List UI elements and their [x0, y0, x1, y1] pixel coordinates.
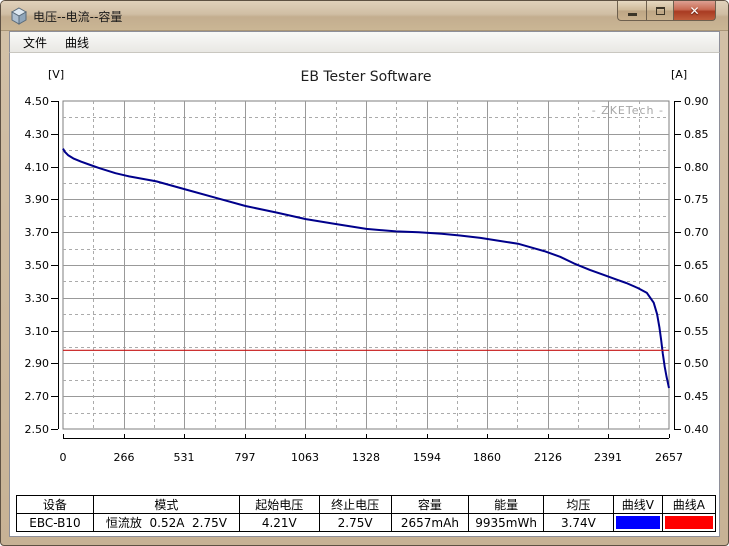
table-header-row: 设备 模式 起始电压 终止电压 容量 能量 均压 曲线V 曲线A	[16, 495, 717, 514]
end-voltage-value: 2.75V	[318, 513, 392, 532]
voltage-curve	[62, 148, 670, 389]
current-curve-color-swatch	[664, 516, 713, 529]
x-tick-label: 1328	[352, 451, 380, 464]
curve-v-swatch-cell	[612, 513, 663, 532]
menu-file[interactable]: 文件	[23, 35, 48, 50]
y-right-tick-label: 0.75	[684, 193, 709, 206]
x-tick-label: 2657	[655, 451, 683, 464]
maximize-icon	[655, 6, 665, 15]
result-table: 设备 模式 起始电压 终止电压 容量 能量 均压 曲线V 曲线A EBC-B10…	[16, 495, 717, 532]
y-left-tick-label: 3.30	[25, 292, 50, 305]
y-left-tick-label: 2.90	[25, 357, 50, 370]
header-avg-voltage: 均压	[542, 495, 614, 514]
y-left-tick-label: 3.50	[25, 259, 50, 272]
curve-a-swatch-cell	[661, 513, 717, 532]
header-device: 设备	[16, 495, 94, 514]
client-area: EB Tester Software [V] [A] - ZKETech - 4…	[9, 53, 720, 537]
header-start-voltage: 起始电压	[238, 495, 320, 514]
close-icon: ✕	[689, 3, 700, 18]
close-button[interactable]: ✕	[674, 1, 716, 21]
menu-curve[interactable]: 曲线	[65, 35, 90, 50]
y-right-tick-label: 0.60	[684, 292, 709, 305]
header-mode: 模式	[92, 495, 240, 514]
y-right-tick-label: 0.85	[684, 128, 709, 141]
y-left-tick-label: 4.50	[25, 95, 50, 108]
header-curve-a: 曲线A	[661, 495, 717, 514]
y-right-tick-label: 0.80	[684, 161, 709, 174]
x-tick-label: 0	[60, 451, 67, 464]
y-left-tick-label: 3.90	[25, 193, 50, 206]
x-tick-label: 1860	[473, 451, 501, 464]
header-end-voltage: 终止电压	[318, 495, 392, 514]
x-tick-label: 797	[235, 451, 256, 464]
window-title: 电压--电流--容量	[33, 10, 123, 24]
x-tick-label: 1063	[291, 451, 319, 464]
cube-app-icon	[10, 7, 28, 25]
minimize-icon	[627, 13, 637, 16]
window-controls: ✕	[617, 1, 716, 21]
y-left-tick-label: 2.70	[25, 390, 50, 403]
x-tick-label: 2391	[594, 451, 622, 464]
header-energy: 能量	[468, 495, 544, 514]
voltage-curve-color-swatch	[615, 516, 660, 529]
capacity-value: 2657mAh	[390, 513, 470, 532]
y-right-tick-label: 0.65	[684, 259, 709, 272]
y-left-tick-label: 4.10	[25, 161, 50, 174]
y-left-tick-label: 3.10	[25, 325, 50, 338]
header-curve-v: 曲线V	[612, 495, 663, 514]
header-capacity: 容量	[390, 495, 470, 514]
avg-voltage-value: 3.74V	[542, 513, 614, 532]
maximize-button[interactable]	[646, 1, 674, 21]
menu-bar: 文件 曲线	[9, 31, 720, 53]
energy-value: 9935mWh	[468, 513, 544, 532]
chart-title: EB Tester Software	[300, 69, 432, 85]
y-right-tick-label: 0.45	[684, 390, 709, 403]
y-right-tick-label: 0.50	[684, 357, 709, 370]
chart: EB Tester Software [V] [A] - ZKETech - 4…	[10, 53, 719, 473]
x-tick-label: 266	[114, 451, 135, 464]
right-axis-unit-label: [A]	[671, 68, 688, 81]
y-right-tick-label: 0.55	[684, 325, 709, 338]
watermark: - ZKETech -	[591, 104, 664, 117]
y-left-tick-label: 3.70	[25, 226, 50, 239]
y-right-tick-label: 0.70	[684, 226, 709, 239]
x-tick-label: 2126	[534, 451, 562, 464]
start-voltage-value: 4.21V	[238, 513, 320, 532]
x-tick-label: 1594	[413, 451, 441, 464]
minimize-button[interactable]	[617, 1, 646, 21]
y-right-tick-label: 0.90	[684, 95, 709, 108]
mode-value: 恒流放 0.52A 2.75V	[92, 513, 240, 532]
title-bar[interactable]: 电压--电流--容量 ✕	[1, 1, 728, 31]
table-value-row: EBC-B10 恒流放 0.52A 2.75V 4.21V 2.75V 2657…	[16, 513, 717, 532]
y-left-tick-label: 4.30	[25, 128, 50, 141]
chart-plot: 4.50 0.90 4.30 0.85 4.10 0.80 3.90 0.75 3.70 0.70…	[25, 95, 709, 464]
x-tick-label: 531	[174, 451, 195, 464]
device-value: EBC-B10	[16, 513, 94, 532]
y-right-tick-label: 0.40	[684, 423, 709, 436]
left-axis-unit-label: [V]	[48, 68, 65, 81]
y-left-tick-label: 2.50	[25, 423, 50, 436]
